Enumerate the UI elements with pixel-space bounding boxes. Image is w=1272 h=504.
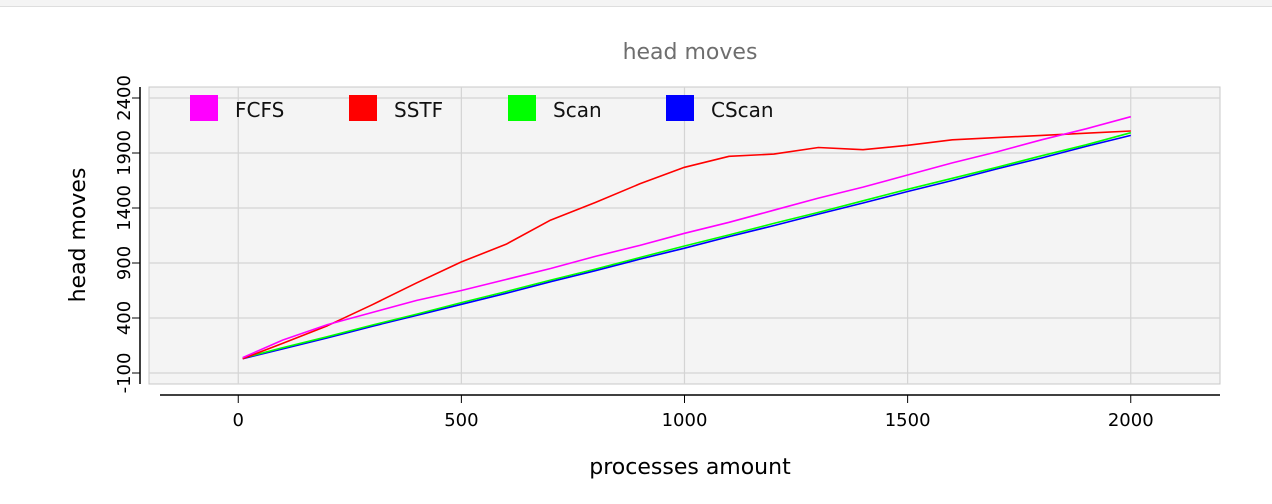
y-axis-label: head moves bbox=[66, 168, 91, 303]
legend-label-sstf: SSTF bbox=[394, 98, 443, 122]
legend-swatch-scan bbox=[508, 95, 536, 121]
series-line-sstf bbox=[242, 130, 1131, 360]
y-tick-label: 1400 bbox=[114, 185, 135, 231]
legend-label-scan: Scan bbox=[553, 98, 602, 122]
y-tick-label: 2400 bbox=[114, 75, 135, 121]
x-ticks: 0 500 1000 1500 2000 bbox=[233, 395, 1154, 431]
y-tick-label: -100 bbox=[114, 353, 135, 394]
y-tick-label: 400 bbox=[114, 301, 135, 335]
axes bbox=[139, 87, 1220, 396]
y-tick-label: 900 bbox=[114, 246, 135, 280]
x-tick-label: 0 bbox=[233, 410, 244, 431]
legend-swatch-fcfs bbox=[190, 95, 218, 121]
x-tick-label: 1000 bbox=[662, 410, 708, 431]
top-border bbox=[0, 0, 1272, 7]
series-line-fcfs bbox=[242, 115, 1132, 359]
legend-label-cscan: CScan bbox=[711, 98, 774, 122]
series-line-scan bbox=[242, 131, 1132, 359]
x-tick-label: 1500 bbox=[885, 410, 931, 431]
legend-swatch-sstf bbox=[349, 95, 377, 121]
gridlines bbox=[149, 87, 1220, 384]
chart-title: head moves bbox=[623, 40, 758, 65]
series-layer bbox=[242, 115, 1132, 360]
x-tick-label: 2000 bbox=[1108, 410, 1154, 431]
series-line-cscan bbox=[242, 134, 1131, 360]
y-ticks: -100 400 900 1400 1900 2400 bbox=[114, 75, 140, 393]
legend-swatch-cscan bbox=[666, 95, 694, 121]
legend: FCFS SSTF Scan CScan bbox=[190, 95, 774, 122]
y-tick-label: 1900 bbox=[114, 130, 135, 176]
x-tick-label: 500 bbox=[444, 410, 478, 431]
legend-label-fcfs: FCFS bbox=[235, 98, 284, 122]
x-axis-label: processes amount bbox=[589, 455, 791, 480]
